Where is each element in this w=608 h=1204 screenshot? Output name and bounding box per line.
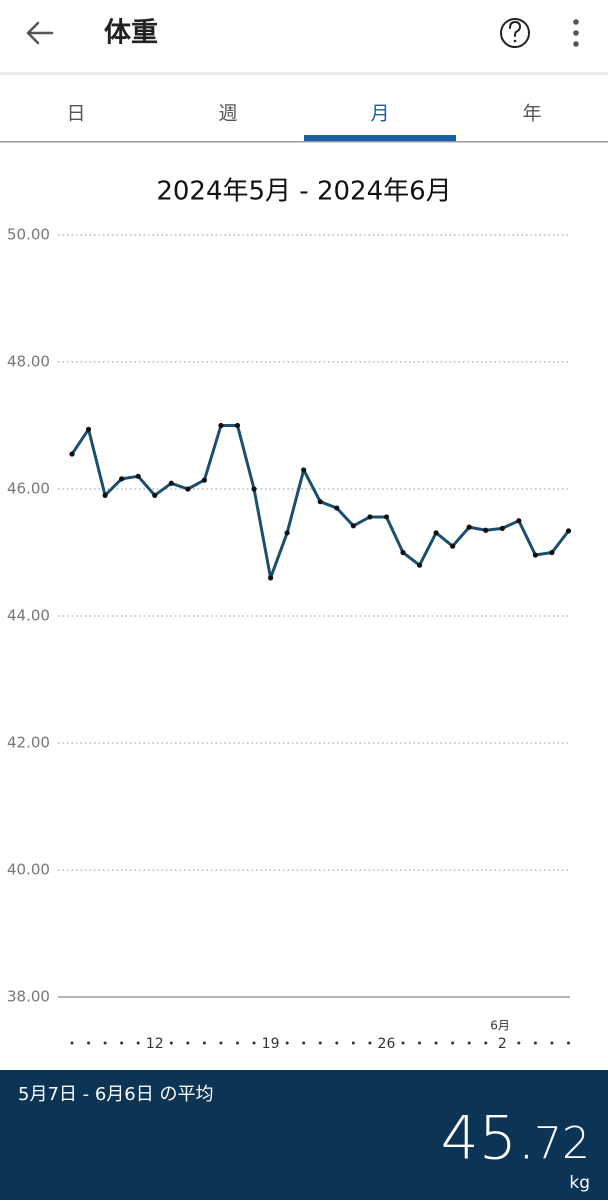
data-point [416,562,423,568]
y-tick-label: 40.00 [7,861,50,879]
back-button[interactable] [26,21,54,45]
y-tick-label: 38.00 [7,988,50,1006]
data-point [268,575,274,581]
x-tick-dot [418,1041,422,1045]
data-point [234,422,241,429]
data-point [466,524,472,530]
x-tick-dot [252,1041,256,1045]
x-tick-dot [335,1041,339,1045]
tab[interactable]: 日 [66,103,85,125]
header-bar [0,0,608,72]
tab[interactable]: 年 [522,103,541,125]
summary-panel [0,1070,608,1200]
data-point [334,505,340,511]
chart-title: 2024年5月 - 2024年6月 [156,177,451,207]
chart: 38.00 40.00 42.00 44.00 46.00 48.00 50.00 12 19 2… [7,226,572,1052]
data-point [251,486,257,492]
x-tick-dot [219,1041,223,1045]
y-tick-label: 46.00 [7,480,50,498]
data-point [532,552,539,558]
x-tick-dot [567,1041,570,1045]
x-tick-dot [136,1041,140,1045]
tab-indicator [304,135,456,141]
x-tick-dot [517,1041,521,1045]
data-point [301,467,307,473]
x-tick-dot [401,1041,405,1045]
x-month-label: 6月 [490,1019,510,1033]
x-tick-dot [434,1041,438,1045]
tab-divider [0,141,608,143]
x-tick-dot [533,1041,537,1045]
y-tick-label: 48.00 [7,353,50,371]
data-point [499,525,505,531]
data-point [102,492,108,498]
data-point [383,514,390,520]
data-point [400,549,406,556]
x-tick-dot [70,1041,74,1045]
data-point [152,492,158,498]
x-tick-dot [169,1041,173,1045]
data-point [549,549,555,556]
data-point [317,499,323,505]
data-point [168,480,174,486]
y-tick-label: 44.00 [7,607,50,625]
x-tick-dot [285,1041,289,1045]
tab[interactable]: 月 [370,103,389,125]
x-tick-dot [120,1041,124,1045]
header-title: 体重 [104,18,158,49]
data-point [433,530,439,536]
x-tick-label: 26 [378,1036,396,1052]
x-tick-dot [87,1041,91,1045]
data-point [450,543,456,549]
summary-whole: 45. [441,1104,536,1174]
data-point [350,523,356,529]
summary-label: 5月7日 - 6月6日 の平均 [18,1084,213,1105]
x-tick-dot [467,1041,471,1045]
x-tick-dot [302,1041,306,1045]
data-point [69,451,75,457]
data-point [516,518,522,524]
x-tick-label: 2 [498,1036,507,1052]
y-tick-label: 50.00 [7,226,50,244]
data-point [119,476,125,482]
y-tick-label: 42.00 [7,734,50,752]
data-point [284,530,290,536]
x-tick-dot [451,1041,455,1045]
data-point [218,422,224,429]
x-tick-dot [236,1041,239,1045]
summary-unit: kg [569,1173,590,1193]
help-button[interactable] [500,18,530,48]
data-point [185,486,191,492]
x-tick-dot [202,1041,206,1045]
x-tick-dot [351,1041,355,1045]
more-button[interactable] [573,19,579,47]
x-tick-dot [550,1041,554,1045]
tab[interactable]: 週 [218,103,237,125]
data-point [565,528,572,534]
tab-bar: 日週月年 [66,103,542,141]
data-point [135,473,141,479]
x-tick-dot [186,1041,190,1045]
summary-fraction: 72 [534,1118,590,1169]
x-tick-dot [484,1041,488,1045]
data-point [367,514,373,520]
x-tick-label: 12 [146,1036,164,1052]
data-point [85,426,92,432]
x-tick-dot [103,1041,107,1045]
header-shadow [0,72,608,75]
data-point [483,527,489,533]
x-tick-dot [318,1041,322,1045]
x-tick-label: 19 [262,1036,280,1052]
data-point [201,477,207,483]
x-tick-dot [368,1041,372,1045]
